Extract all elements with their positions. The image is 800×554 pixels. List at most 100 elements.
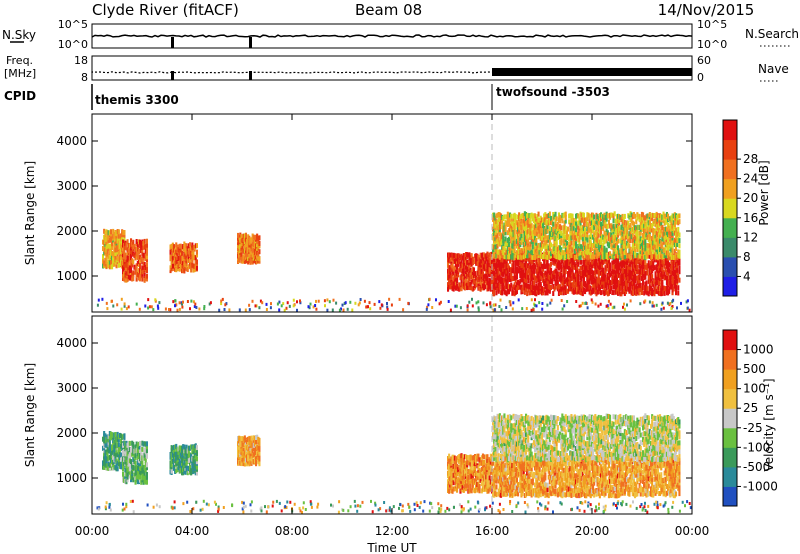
power-echo-cell bbox=[607, 243, 610, 249]
velocity-echo-cell bbox=[174, 458, 177, 463]
power-echo-cell bbox=[139, 243, 142, 248]
power-ground-cell bbox=[380, 303, 383, 307]
power-echo-cell bbox=[510, 273, 513, 279]
power-echo-cell bbox=[615, 255, 618, 261]
power-echo-cell bbox=[560, 254, 563, 260]
power-echo-cell bbox=[247, 252, 250, 258]
velocity-echo-cell bbox=[133, 453, 136, 459]
power-ground-cell bbox=[150, 305, 153, 309]
power-echo-cell bbox=[128, 248, 131, 254]
power-echo-cell bbox=[131, 241, 134, 247]
nsky-spike bbox=[171, 37, 174, 48]
power-echo-cell bbox=[634, 285, 637, 291]
velocity-echo-cell bbox=[177, 460, 180, 466]
velocity-echo-cell bbox=[125, 460, 128, 466]
power-echo-cell bbox=[484, 278, 487, 284]
power-echo-cell bbox=[559, 271, 562, 277]
power-echo-cell bbox=[507, 284, 510, 289]
power-echo-cell bbox=[244, 232, 247, 238]
power-echo-cell bbox=[463, 258, 466, 263]
power-echo-cell bbox=[504, 236, 507, 242]
power-echo-cell bbox=[492, 291, 495, 297]
power-echo-cell bbox=[653, 252, 656, 258]
power-echo-cell bbox=[171, 245, 174, 251]
power-echo-cell bbox=[550, 242, 553, 248]
velocity-echo-cell bbox=[106, 441, 109, 447]
velocity-echo-cell bbox=[459, 477, 462, 483]
power-echo-cell bbox=[467, 252, 470, 258]
velocity-echo-cell bbox=[105, 436, 108, 442]
cpid-row: CPID themis 3300 twofsound -3503 bbox=[4, 84, 610, 110]
power-echo-cell bbox=[592, 285, 595, 291]
velocity-echo-cell bbox=[256, 434, 259, 440]
power-echo-cell bbox=[669, 239, 672, 245]
power-echo-cell bbox=[506, 268, 509, 273]
velocity-echo-cell bbox=[127, 446, 130, 451]
velocity-echo-cell bbox=[448, 453, 451, 459]
power-echo-cell bbox=[493, 270, 496, 276]
power-echo-cell bbox=[607, 281, 610, 287]
power-ytick-label: 3000 bbox=[56, 179, 87, 193]
power-echo-cell bbox=[588, 277, 591, 283]
power-echo-cell bbox=[470, 253, 473, 259]
power-echo-cell bbox=[521, 269, 524, 275]
velocity-echo-cell bbox=[103, 465, 106, 470]
velocity-echo-cell bbox=[448, 463, 451, 469]
power-echo-cell bbox=[568, 280, 571, 286]
nave-label: Nave bbox=[758, 62, 789, 76]
velocity-echo-cell bbox=[134, 479, 137, 485]
power-echo-cell bbox=[650, 246, 653, 252]
power-ground-cell bbox=[680, 301, 682, 305]
power-echo-cell bbox=[522, 278, 525, 284]
power-echo-cell bbox=[498, 221, 501, 227]
power-echo-cell bbox=[677, 226, 680, 232]
power-ground-cell bbox=[546, 303, 549, 307]
power-echo-cell bbox=[534, 224, 537, 230]
power-echo-cell bbox=[505, 259, 508, 265]
power-echo-cell bbox=[596, 238, 599, 244]
power-echo-cell bbox=[479, 272, 482, 278]
velocity-echo-cell bbox=[460, 453, 463, 459]
velocity-echo-cell bbox=[237, 458, 240, 464]
power-ground-cell bbox=[157, 306, 160, 310]
power-echo-cell bbox=[526, 263, 529, 269]
power-echo-cell bbox=[669, 269, 672, 275]
power-echo-cell bbox=[640, 276, 643, 281]
power-ground-cell bbox=[426, 305, 429, 309]
power-echo-cell bbox=[585, 254, 588, 260]
power-echo-cell bbox=[609, 232, 612, 238]
power-echo-cell bbox=[248, 253, 251, 259]
power-echo-cell bbox=[256, 236, 259, 242]
power-echo-cell bbox=[645, 280, 648, 286]
power-echo-cell bbox=[667, 290, 670, 296]
power-echo-cell bbox=[178, 248, 181, 253]
power-echo-cell bbox=[511, 237, 514, 243]
power-echo-cell bbox=[522, 285, 525, 291]
power-echo-cell bbox=[634, 213, 637, 219]
power-ground-cell bbox=[594, 302, 597, 306]
velocity-echo-cell bbox=[112, 454, 115, 460]
power-echo-cell bbox=[258, 256, 261, 262]
velocity-echo-cell bbox=[449, 485, 452, 491]
power-echo-cell bbox=[626, 226, 629, 232]
power-echo-cell bbox=[569, 280, 572, 286]
power-echo-cell bbox=[662, 231, 665, 236]
power-ytick-label: 4000 bbox=[56, 134, 87, 148]
power-echo-cell bbox=[128, 275, 131, 281]
power-echo-cell bbox=[114, 239, 117, 245]
power-echo-cell bbox=[253, 253, 256, 259]
power-echo-cell bbox=[667, 263, 670, 269]
power-echo-cell bbox=[512, 255, 515, 261]
power-echo-cell bbox=[660, 217, 663, 223]
power-echo-cell bbox=[458, 282, 461, 288]
velocity-echo-cell bbox=[458, 478, 461, 484]
power-echo-cell bbox=[468, 252, 471, 258]
velocity-echo-cell bbox=[140, 459, 143, 465]
power-echo-cell bbox=[595, 268, 598, 274]
velocity-echo-cell bbox=[143, 452, 146, 458]
power-echo-cell bbox=[106, 262, 109, 267]
power-echo-cell bbox=[662, 273, 665, 279]
power-echo-cell bbox=[604, 256, 607, 262]
power-echo-cell bbox=[600, 243, 603, 249]
power-echo-cell bbox=[637, 269, 640, 275]
